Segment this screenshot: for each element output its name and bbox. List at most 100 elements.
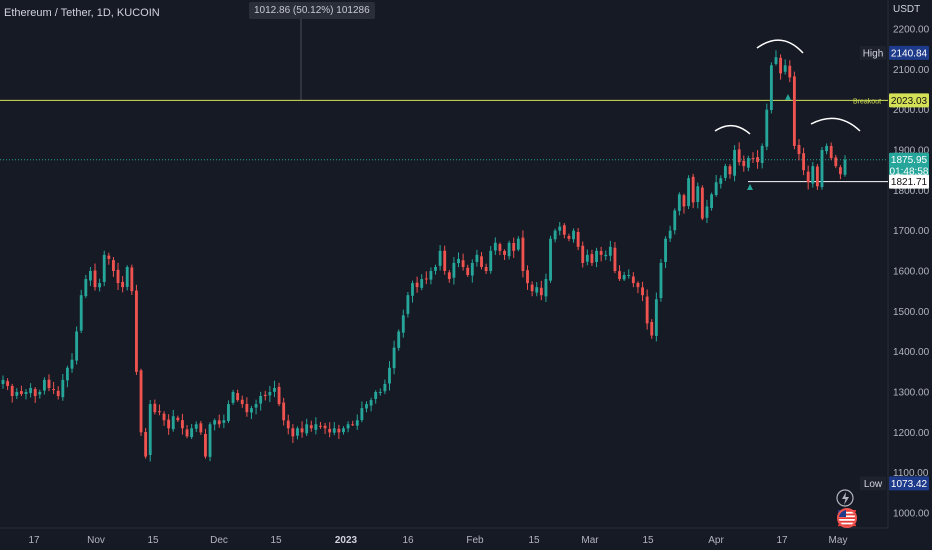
candle-body <box>355 420 359 426</box>
candle <box>378 388 382 396</box>
candle <box>56 386 60 400</box>
candle-body <box>535 287 539 293</box>
candle-body <box>572 230 575 240</box>
candle <box>346 421 350 433</box>
candle <box>291 424 295 443</box>
candle <box>797 139 801 161</box>
candle-body <box>668 230 672 239</box>
candle <box>558 222 562 236</box>
us-flag-icon-stripe <box>838 513 856 516</box>
candle <box>599 246 603 262</box>
candle-body <box>769 65 773 111</box>
candle <box>608 240 612 262</box>
candle-body <box>277 386 281 405</box>
candle-body <box>599 251 603 255</box>
level-lines: Breakout <box>0 98 888 183</box>
candle <box>208 422 212 462</box>
candle-body <box>130 267 134 292</box>
candle-body <box>52 389 56 391</box>
candle-body <box>328 428 332 433</box>
candle-body <box>760 145 764 163</box>
candle <box>521 230 525 278</box>
candle-body <box>691 176 695 203</box>
candle-body <box>314 424 318 430</box>
candle-body <box>213 420 217 425</box>
candle-body <box>751 158 755 160</box>
candle <box>125 265 129 291</box>
candle <box>457 252 460 268</box>
current-price-badge-bg <box>889 152 929 179</box>
candle-body <box>401 315 405 333</box>
candle-body <box>107 255 111 259</box>
candle-body <box>259 396 263 404</box>
candle-body <box>489 250 493 271</box>
candle-body <box>576 231 580 247</box>
high-badge-text: 2140.84 <box>891 48 928 59</box>
candle-body <box>231 392 235 403</box>
candle-body <box>756 157 760 163</box>
candle-body <box>360 408 364 421</box>
candle <box>190 423 194 440</box>
high-badge-tag: High <box>860 45 886 60</box>
candle <box>443 245 447 275</box>
candle-body <box>208 424 212 457</box>
candle-body <box>627 275 631 277</box>
measure-readout: 1012.86 (50.12%) 101286 <box>249 2 375 19</box>
candle <box>388 361 391 391</box>
price-tick-label: 1800.00 <box>893 186 930 197</box>
candle <box>452 257 456 285</box>
price-tick-label: 1100.00 <box>893 468 929 479</box>
breakout-line-label: Breakout <box>853 98 881 105</box>
candle-body <box>337 428 341 433</box>
candle-body <box>595 250 598 263</box>
candle <box>282 397 286 426</box>
us-flag-icon[interactable] <box>837 508 857 528</box>
candle <box>263 390 267 401</box>
candle <box>300 421 304 438</box>
candle-body <box>176 417 180 421</box>
price-tick-label: 2000.00 <box>893 105 930 116</box>
candle-body <box>305 424 309 434</box>
candle-body <box>153 403 157 413</box>
time-tick-label: 16 <box>402 535 414 546</box>
candle <box>576 228 580 251</box>
candle <box>65 365 69 388</box>
currency-label[interactable]: USDT <box>893 4 921 15</box>
candle-body <box>696 186 700 203</box>
candle <box>144 427 148 459</box>
candle <box>162 411 166 426</box>
low-badge-text: 1073.42 <box>891 479 928 490</box>
candle <box>659 258 663 302</box>
candle-body <box>406 295 410 314</box>
candle <box>733 145 737 182</box>
candle <box>61 373 65 401</box>
symbol-title[interactable]: Ethereum / Tether, 1D, KUCOIN <box>4 7 160 19</box>
candle-body <box>710 194 713 209</box>
candle-body <box>733 150 737 176</box>
candle <box>79 289 83 334</box>
low-badge-bg <box>889 476 929 491</box>
candle <box>544 273 548 302</box>
candle-body <box>88 271 92 281</box>
time-axis[interactable]: 17 Nov 15 Dec 15 2023 16 Feb 15 Mar 15 Apr 17 May <box>28 535 847 546</box>
candle <box>562 223 566 239</box>
candle-body <box>774 57 778 64</box>
candle-body <box>512 242 516 251</box>
candle-body <box>825 145 829 152</box>
candle <box>88 267 92 286</box>
candle <box>75 326 79 365</box>
candle <box>843 155 847 177</box>
candle <box>765 103 769 151</box>
candle <box>779 54 783 80</box>
candle-body <box>447 272 451 280</box>
up-marker <box>785 94 791 100</box>
candle <box>691 173 695 209</box>
candle-body <box>493 242 497 251</box>
price-tick-label: 2200.00 <box>893 25 930 36</box>
price-tick-label: 2100.00 <box>893 65 930 76</box>
price-axis[interactable]: 1000.00 1100.00 1200.00 1300.00 1400.00 1500.… <box>893 25 930 520</box>
time-tick-label: Apr <box>708 535 724 546</box>
candle-body <box>558 226 562 231</box>
